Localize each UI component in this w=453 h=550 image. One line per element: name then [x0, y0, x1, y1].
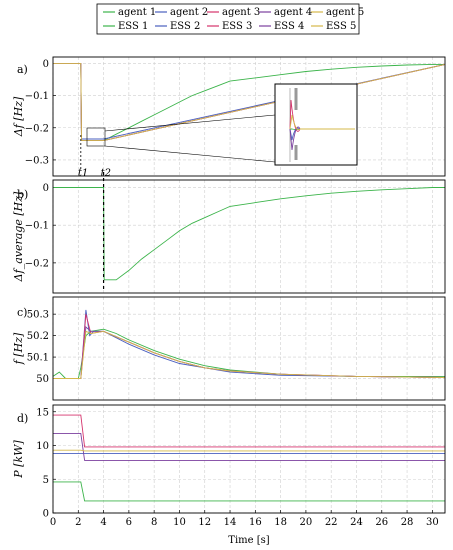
zoom-box: [86, 127, 106, 147]
y-tick-label: −0.1: [25, 221, 49, 232]
panel-1: 0 −0.1 −0.2 −0.3 a) Δf [Hz]: [12, 56, 446, 177]
panel-label: b): [17, 188, 28, 201]
y-tick-label: 0: [43, 183, 49, 194]
y-tick-label: 50.3: [27, 310, 49, 321]
x-tick-label: 14: [224, 517, 237, 528]
x-tick-label: 0: [50, 517, 56, 528]
axes-frame: [52, 404, 446, 514]
x-tick-label: 20: [300, 517, 313, 528]
inset-curve: [289, 114, 355, 131]
x-tick-label: 8: [151, 517, 157, 528]
series-line-ESS-5: [53, 449, 445, 452]
legend-label: ESS 3: [222, 21, 252, 32]
y-tick-label: 50: [36, 374, 49, 385]
series-line-ESS-4: [53, 432, 445, 461]
x-tick-label: 2: [75, 517, 81, 528]
series-line-agent-5: [53, 62, 446, 142]
inset: [274, 83, 358, 166]
series-line-agent-2: [53, 309, 446, 379]
zoom-line-top: [104, 114, 276, 132]
t2-label: t2: [101, 168, 111, 179]
x-tick-label: 6: [126, 517, 132, 528]
y-tick-label: −0.2: [25, 123, 49, 134]
x-tick-label: 18: [274, 517, 287, 528]
axes-frame: [52, 56, 446, 177]
zoom-line-bottom: [104, 145, 276, 163]
legend-frame: [96, 3, 360, 35]
x-tick-label: 26: [375, 517, 388, 528]
x-axis-label: Time [s]: [228, 535, 269, 546]
series-line-agent-3: [53, 314, 446, 379]
axes-frame: [52, 296, 446, 401]
x-tick-label: 22: [325, 517, 338, 528]
series-line-agent-5: [53, 330, 446, 379]
panel-label: c): [17, 306, 27, 319]
t1-label: t1: [78, 168, 88, 179]
series-line-ESS-1: [53, 481, 445, 502]
y-tick-label: 50.2: [27, 331, 49, 342]
inset-frame: [274, 83, 358, 166]
legend-label: agent 4: [274, 7, 312, 18]
legend-label: ESS 5: [326, 21, 356, 32]
y-axis-label: P [kW]: [12, 440, 25, 479]
series-line-average: [53, 187, 445, 281]
x-tick-label: 10: [173, 517, 186, 528]
y-axis-label: Δf_average [Hz]: [12, 191, 25, 282]
x-tick-label: 12: [198, 517, 211, 528]
legend-label: agent 5: [326, 7, 364, 18]
series-line-ESS-3: [53, 414, 445, 448]
y-tick-label: 0: [43, 59, 49, 70]
series-line-agent-1: [52, 328, 445, 379]
x-tick-label: 24: [350, 517, 363, 528]
series-line-agent-1: [53, 62, 445, 142]
y-tick-label: −0.3: [25, 155, 49, 166]
legend-label: agent 2: [170, 7, 208, 18]
legend-label: agent 3: [222, 7, 260, 18]
y-tick-label: 5: [43, 475, 49, 486]
legend-label: agent 1: [118, 7, 156, 18]
legend-label: ESS 2: [170, 21, 200, 32]
legend-label: ESS 4: [274, 21, 304, 32]
y-axis-label: Δf [Hz]: [12, 96, 25, 137]
series-line-agent-4: [53, 62, 446, 142]
legend: agent 1 agent 2 agent 3 agent 4 agent 5 ESS 1…: [96, 3, 364, 35]
x-tick-label: 4: [100, 517, 106, 528]
y-tick-label: 15: [36, 407, 49, 418]
y-tick-label: 50.1: [27, 353, 49, 364]
y-tick-label: 0: [43, 509, 49, 520]
panel-2: 0 −0.1 −0.2 b)Δf_average [Hz]: [12, 179, 446, 294]
x-tick-label: 16: [249, 517, 262, 528]
series-line-agent-3: [53, 62, 446, 142]
x-tick-label: 30: [426, 517, 439, 528]
panel-label: a): [17, 63, 28, 76]
axes-frame: [52, 179, 446, 294]
legend-label: ESS 1: [118, 21, 148, 32]
y-tick-label: −0.1: [25, 91, 49, 102]
y-tick-label: 10: [36, 441, 49, 452]
y-tick-label: −0.2: [25, 258, 49, 269]
x-tick-label: 28: [401, 517, 414, 528]
y-axis-label: f [Hz]: [12, 332, 25, 365]
panel-label: d): [17, 412, 28, 425]
panel-3: 50 50.1 50.2 50.3c) f [Hz]: [12, 296, 446, 401]
panel-4: 0 5 10 15 d) P [kW]: [12, 404, 446, 520]
